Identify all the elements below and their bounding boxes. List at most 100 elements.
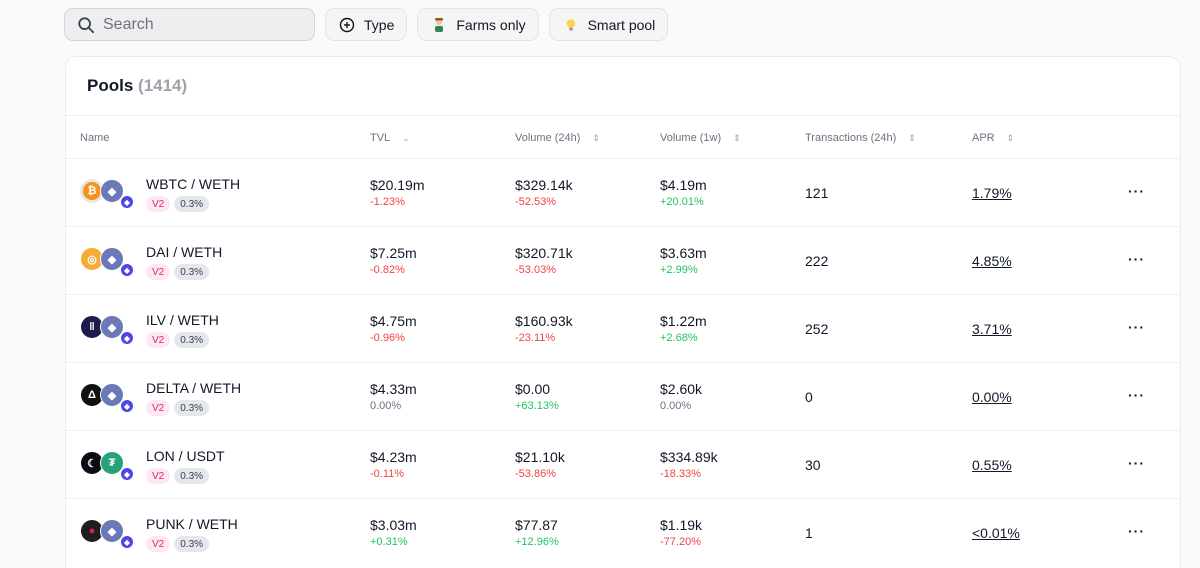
volume-24h-value: $77.87 [515,517,558,533]
pool-badges: V2 0.3% [146,400,210,416]
pool-name[interactable]: DELTA / WETH [146,380,242,396]
volume-24h-change: -53.03% [515,264,556,276]
volume-1w-change: +2.68% [660,332,698,344]
more-options-button[interactable]: ··· [1128,387,1145,403]
fee-badge: 0.3% [174,264,210,280]
column-header-tvl[interactable]: TVL ⌄ [370,132,410,144]
tvl-value: $20.19m [370,177,425,193]
apr-value[interactable]: 1.79% [972,185,1012,201]
column-header-volume-1w[interactable]: Volume (1w) ⇕ [660,132,741,144]
search-input[interactable] [103,15,293,34]
tvl-change: -1.23% [370,196,405,208]
search-icon [78,16,95,33]
table-row[interactable]: ₿ ◆ ◆ WBTC / WETH V2 0.3% $20.19m -1.23%… [66,158,1180,226]
token-pair-icons: ◎ ◆ ◆ [80,247,136,281]
pool-badges: V2 0.3% [146,264,210,280]
token-pair-icons: ☾ ₮ ◆ [80,451,136,485]
volume-1w-value: $3.63m [660,245,707,261]
version-badge: V2 [146,536,171,552]
volume-1w-change: +2.99% [660,264,698,276]
filter-bar: Type Farms only Smart pool [64,8,669,41]
apr-value[interactable]: 3.71% [972,321,1012,337]
fee-badge: 0.3% [174,536,210,552]
tvl-change: 0.00% [370,400,402,412]
transactions-value: 0 [805,389,813,405]
table-row[interactable]: ◎ ◆ ◆ DAI / WETH V2 0.3% $7.25m -0.82% $… [66,226,1180,294]
column-vol1w-label: Volume (1w) [660,132,722,144]
more-options-button[interactable]: ··· [1128,183,1145,199]
volume-24h-change: +12.96% [515,536,559,548]
tvl-value: $7.25m [370,245,417,261]
pool-name[interactable]: DAI / WETH [146,244,223,260]
apr-value[interactable]: 0.00% [972,389,1012,405]
lon-icon: ☾ [80,451,104,475]
chevron-down-icon: ⌄ [402,132,410,143]
more-options-button[interactable]: ··· [1128,319,1145,335]
transactions-value: 222 [805,253,829,269]
smart-pool-label: Smart pool [587,16,656,33]
volume-1w-value: $334.89k [660,449,718,465]
column-header-apr[interactable]: APR ⇕ [972,132,1014,144]
version-badge: V2 [146,196,171,212]
ethereum-chain-icon: ◆ [120,195,134,209]
volume-1w-value: $4.19m [660,177,707,193]
pool-badges: V2 0.3% [146,468,210,484]
sort-icon: ⇕ [1006,132,1015,143]
column-tx-label: Transactions (24h) [805,132,897,144]
tvl-value: $4.33m [370,381,417,397]
table-row[interactable]: Δ ◆ ◆ DELTA / WETH V2 0.3% $4.33m 0.00% … [66,362,1180,430]
title-divider [66,115,1180,116]
smart-pool-button[interactable]: Smart pool [548,8,669,41]
tvl-change: +0.31% [370,536,408,548]
pool-name[interactable]: ILV / WETH [146,312,219,328]
more-options-button[interactable]: ··· [1128,251,1145,267]
tvl-change: -0.96% [370,332,405,344]
pool-name[interactable]: WBTC / WETH [146,176,241,192]
volume-24h-value: $329.14k [515,177,573,193]
table-row[interactable]: ● ◆ ◆ PUNK / WETH V2 0.3% $3.03m +0.31% … [66,498,1180,566]
ethereum-chain-icon: ◆ [120,399,134,413]
volume-24h-value: $160.93k [515,313,573,329]
volume-1w-change: -77.20% [660,536,701,548]
more-options-button[interactable]: ··· [1128,523,1145,539]
volume-24h-change: -53.86% [515,468,556,480]
tvl-value: $4.23m [370,449,417,465]
eth-icon: ◆ [100,383,124,407]
pool-badges: V2 0.3% [146,536,210,552]
sort-icon: ⇕ [908,132,916,143]
tvl-value: $3.03m [370,517,417,533]
column-header-transactions[interactable]: Transactions (24h) ⇕ [805,132,916,144]
version-badge: V2 [146,332,171,348]
sort-icon: ⇕ [733,132,741,143]
tvl-change: -0.82% [370,264,405,276]
search-box[interactable] [64,8,315,41]
column-name-label: Name [80,132,110,144]
transactions-value: 121 [805,185,829,201]
transactions-value: 30 [805,457,821,473]
type-filter-label: Type [364,16,395,33]
farms-only-button[interactable]: Farms only [417,8,539,41]
apr-value[interactable]: 0.55% [972,457,1012,473]
column-header-volume-24h[interactable]: Volume (24h) ⇕ [515,132,600,144]
table-row[interactable]: ☾ ₮ ◆ LON / USDT V2 0.3% $4.23m -0.11% $… [66,430,1180,498]
apr-value[interactable]: 4.85% [972,253,1012,269]
volume-24h-value: $21.10k [515,449,565,465]
volume-24h-change: +63.13% [515,400,559,412]
tvl-change: -0.11% [370,468,405,480]
ethereum-chain-icon: ◆ [120,263,134,277]
transactions-value: 252 [805,321,829,337]
ethereum-chain-icon: ◆ [120,331,134,345]
token-pair-icons: ● ◆ ◆ [80,519,136,553]
pool-name[interactable]: LON / USDT [146,448,225,464]
more-options-button[interactable]: ··· [1128,455,1145,471]
column-apr-label: APR [972,132,995,144]
pools-count: (1414) [138,76,188,95]
type-filter-button[interactable]: Type [325,8,408,41]
table-row[interactable]: ‖ ◆ ◆ ILV / WETH V2 0.3% $4.75m -0.96% $… [66,294,1180,362]
fee-badge: 0.3% [174,332,210,348]
version-badge: V2 [146,400,171,416]
apr-value[interactable]: <0.01% [972,525,1020,541]
token-pair-icons: ‖ ◆ ◆ [80,315,136,349]
version-badge: V2 [146,468,171,484]
pool-name[interactable]: PUNK / WETH [146,516,238,532]
